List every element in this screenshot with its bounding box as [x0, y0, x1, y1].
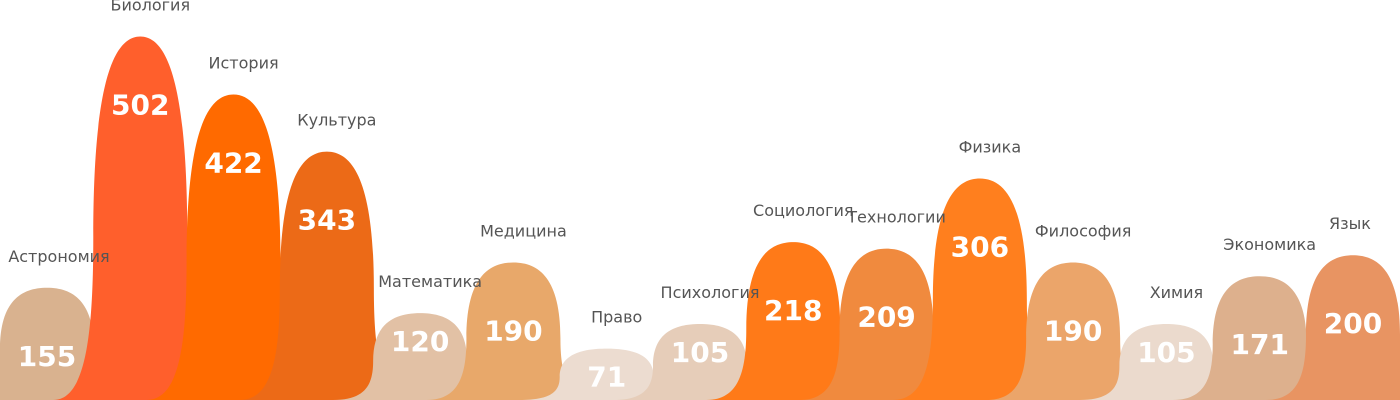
category-label-Математика: Математика [378, 272, 482, 291]
bubble-Культура [239, 151, 414, 400]
value-label-Физика: 306 [951, 230, 1009, 263]
value-label-Язык: 200 [1324, 307, 1382, 340]
category-label-Язык: Язык [1329, 214, 1371, 233]
value-label-Философия: 190 [1044, 314, 1102, 347]
category-label-Технологии: Технологии [846, 208, 946, 227]
category-label-Химия: Химия [1150, 283, 1203, 302]
chart-shapes [0, 36, 1400, 400]
value-label-Психология: 105 [671, 336, 729, 369]
category-label-Социология: Социология [753, 201, 853, 220]
category-label-Астрономия: Астрономия [8, 247, 109, 266]
bubble-Язык [1266, 255, 1400, 400]
value-label-Технологии: 209 [857, 301, 915, 334]
value-label-Право: 71 [587, 361, 626, 394]
category-label-Биология: Биология [110, 0, 190, 15]
value-label-Математика: 120 [391, 325, 449, 358]
category-label-Экономика: Экономика [1223, 235, 1316, 254]
category-label-Физика: Физика [959, 137, 1022, 156]
bubble-Медицина [426, 262, 601, 400]
bubble-Астрономия [0, 287, 134, 400]
bubble-Философия [986, 262, 1161, 400]
bubble-История [146, 94, 321, 400]
bubble-Биология [53, 36, 228, 400]
value-label-Астрономия: 155 [18, 340, 76, 373]
category-label-Медицина: Медицина [480, 221, 567, 240]
value-label-История: 422 [204, 146, 262, 179]
category-label-Право: Право [591, 308, 642, 327]
bubble-Социология [706, 242, 881, 400]
category-label-История: История [209, 53, 279, 72]
value-label-Биология: 502 [111, 89, 169, 122]
value-label-Социология: 218 [764, 294, 822, 327]
bubble-Физика [892, 178, 1067, 400]
value-label-Экономика: 171 [1230, 328, 1288, 361]
category-label-Психология: Психология [661, 283, 760, 302]
category-label-Культура: Культура [297, 111, 376, 130]
value-label-Культура: 343 [298, 204, 356, 237]
value-labels: 155 502 422 343 120 190 71 105 218 209 306 190 105 17… [18, 89, 1382, 394]
category-label-Философия: Философия [1035, 221, 1131, 240]
value-label-Химия: 105 [1137, 336, 1195, 369]
category-labels: Астрономия Биология История Культура Математ… [8, 0, 1371, 327]
value-label-Медицина: 190 [484, 314, 542, 347]
